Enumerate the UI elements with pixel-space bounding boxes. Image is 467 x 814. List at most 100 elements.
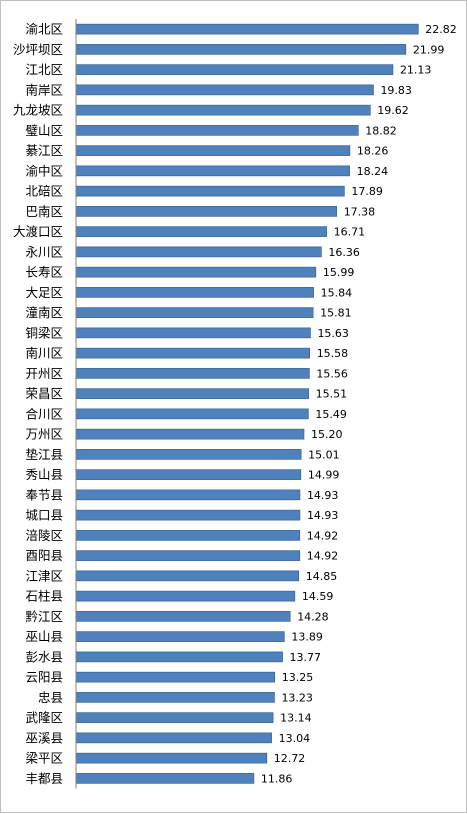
category-label: 合川区 — [25, 406, 63, 421]
value-label: 15.49 — [315, 408, 347, 421]
value-label: 14.85 — [306, 570, 338, 583]
category-label: 彭水县 — [25, 649, 63, 664]
value-label: 21.99 — [413, 43, 445, 56]
bar — [75, 428, 305, 440]
category-label: 江北区 — [25, 62, 63, 77]
bar — [75, 327, 311, 339]
category-label: 巫溪县 — [25, 730, 63, 745]
bar — [75, 752, 268, 764]
bar — [75, 631, 285, 642]
bar — [75, 368, 310, 379]
category-label: 南岸区 — [25, 82, 63, 97]
category-label: 大足区 — [25, 285, 63, 300]
bar — [75, 246, 322, 258]
value-label: 13.77 — [290, 651, 322, 664]
bar — [75, 509, 301, 521]
category-label: 丰都县 — [25, 771, 63, 786]
value-label: 18.26 — [357, 145, 389, 158]
category-label: 涪陵区 — [25, 528, 63, 543]
bar — [75, 590, 296, 602]
value-labels-group: 22.82 21.99 21.13 19.83 19.62 18.82 18.26 18.24… — [261, 23, 457, 785]
value-label: 15.56 — [316, 367, 348, 380]
category-label: 渝中区 — [25, 163, 63, 178]
category-label: 垫江县 — [25, 447, 63, 462]
value-label: 15.81 — [320, 307, 352, 320]
value-label: 19.83 — [380, 84, 412, 97]
category-label: 忠县 — [38, 690, 63, 705]
bar — [75, 773, 255, 784]
bar — [75, 651, 283, 663]
bar — [75, 692, 275, 703]
value-label: 15.99 — [323, 266, 355, 279]
bar — [75, 489, 301, 501]
category-label: 大渡口区 — [13, 224, 63, 239]
bar — [75, 530, 301, 541]
bar — [75, 550, 301, 561]
category-label: 万州区 — [25, 427, 63, 442]
value-label: 15.20 — [311, 428, 343, 441]
category-label: 九龙坡区 — [13, 103, 63, 118]
bar — [75, 347, 310, 359]
category-label: 沙坪坝区 — [13, 42, 63, 57]
value-label: 17.89 — [351, 185, 383, 198]
bar — [75, 570, 300, 582]
value-label: 14.92 — [307, 550, 339, 563]
category-label: 南川区 — [25, 346, 63, 361]
bar — [75, 125, 359, 136]
bar — [75, 64, 394, 75]
bar — [75, 712, 274, 723]
value-label: 22.82 — [425, 23, 457, 36]
value-label: 15.51 — [316, 388, 348, 401]
category-label: 黔江区 — [25, 609, 63, 624]
bar — [75, 388, 309, 399]
category-label: 开州区 — [25, 366, 63, 381]
value-label: 13.23 — [281, 691, 313, 704]
value-label: 18.24 — [357, 165, 389, 178]
category-label: 巴南区 — [25, 204, 63, 219]
bar — [75, 732, 272, 744]
category-label: 璧山区 — [25, 123, 63, 138]
category-labels-group: 渝北区沙坪坝区江北区南岸区九龙坡区璧山区綦江区渝中区北碚区巴南区大渡口区永川区长… — [13, 22, 63, 786]
value-label: 15.63 — [317, 327, 349, 340]
bar — [75, 206, 338, 217]
category-label: 城口县 — [25, 508, 63, 523]
category-label: 渝北区 — [25, 22, 63, 37]
bar — [75, 104, 371, 116]
category-label: 永川区 — [25, 244, 63, 259]
value-label: 19.62 — [377, 104, 409, 117]
category-label: 荣昌区 — [25, 386, 63, 401]
category-label: 云阳县 — [25, 670, 63, 685]
category-label: 石柱县 — [25, 589, 63, 604]
bar — [75, 449, 302, 460]
bar — [75, 44, 407, 55]
value-label: 14.93 — [307, 489, 339, 502]
value-label: 16.36 — [328, 246, 360, 259]
bars-group — [75, 23, 419, 784]
value-label: 14.28 — [297, 610, 329, 623]
category-label: 秀山县 — [25, 467, 63, 482]
bar — [75, 307, 314, 318]
value-label: 15.84 — [321, 286, 353, 299]
value-label: 12.72 — [274, 752, 306, 765]
value-label: 17.38 — [344, 205, 376, 218]
category-label: 铜梁区 — [25, 325, 63, 340]
category-label: 潼南区 — [25, 305, 63, 320]
value-label: 11.86 — [261, 772, 293, 785]
bar — [75, 185, 345, 197]
bar — [75, 287, 314, 298]
bar — [75, 226, 327, 237]
category-label: 綦江区 — [25, 143, 63, 158]
value-label: 15.58 — [317, 347, 349, 360]
category-label: 奉节县 — [25, 487, 63, 502]
bar — [75, 145, 351, 156]
value-label: 14.93 — [307, 509, 339, 522]
category-label: 长寿区 — [25, 265, 63, 280]
bar — [75, 266, 317, 278]
bar — [75, 671, 276, 683]
value-label: 15.01 — [308, 448, 340, 461]
value-label: 13.89 — [291, 631, 323, 644]
category-label: 武隆区 — [25, 710, 63, 725]
value-label: 13.04 — [279, 732, 311, 745]
